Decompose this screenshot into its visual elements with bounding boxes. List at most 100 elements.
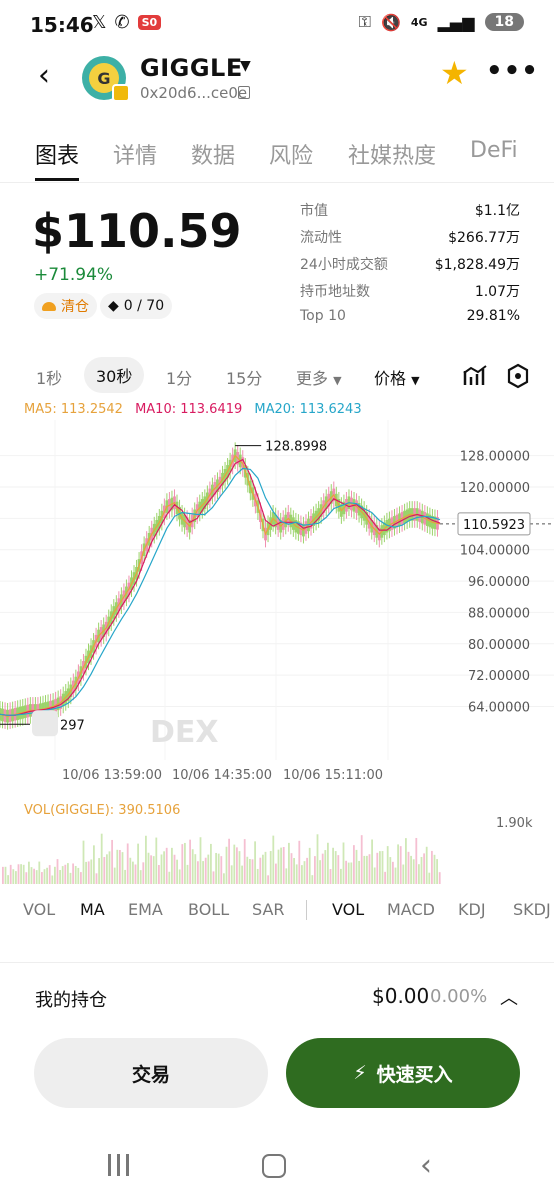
status-right-icons: ⚿ 🔇 4G ▂▄▆ 18: [359, 12, 524, 32]
token-avatar: G: [82, 56, 126, 100]
back-nav-icon[interactable]: ‹: [420, 1148, 432, 1183]
volume-bar: [103, 857, 106, 884]
ind-vol[interactable]: VOL: [23, 900, 56, 919]
tab-defi[interactable]: DeFi: [470, 138, 518, 163]
volume-bar: [285, 868, 288, 884]
recent-apps-icon[interactable]: [108, 1154, 129, 1176]
count-pill[interactable]: ◆ 0 / 70: [100, 293, 173, 319]
ind-sar[interactable]: SAR: [252, 900, 285, 919]
system-nav-bar: ‹: [0, 1140, 554, 1200]
y-tick-label: 128.00000: [460, 450, 530, 465]
volume-bar: [415, 837, 418, 884]
volume-bar: [264, 851, 267, 884]
stat-key: 持币地址数: [300, 284, 370, 300]
ind-vol-sub[interactable]: VOL: [332, 900, 365, 919]
ind-kdj[interactable]: KDJ: [458, 900, 486, 919]
price-chart[interactable]: 128.00000120.00000112.00000104.0000096.0…: [0, 420, 554, 760]
volume-bar: [345, 860, 347, 884]
tab-risk[interactable]: 风险: [269, 144, 314, 169]
settings-hex-icon[interactable]: [506, 363, 530, 389]
volume-bar: [272, 835, 275, 884]
ind-ema[interactable]: EMA: [128, 900, 163, 919]
volume-bar: [321, 853, 324, 884]
interval-1s[interactable]: 1秒: [36, 369, 63, 388]
interval-1m[interactable]: 1分: [166, 369, 193, 388]
volume-bar: [428, 872, 431, 884]
volume-bar: [233, 844, 236, 884]
more-icon[interactable]: •••: [486, 56, 539, 86]
volume-bar: [121, 852, 124, 884]
star-icon[interactable]: ★: [440, 54, 469, 92]
volume-bar: [85, 861, 87, 884]
volume-bar: [160, 854, 163, 884]
token-name[interactable]: GIGGLE: [140, 54, 243, 82]
volume-bar: [137, 843, 139, 884]
caret-down-icon[interactable]: ▼: [240, 58, 251, 74]
copy-icon[interactable]: [238, 86, 250, 99]
volume-bar: [386, 846, 389, 884]
volume-bar: [293, 858, 295, 884]
ind-boll[interactable]: BOLL: [188, 900, 230, 919]
volume-bar: [56, 859, 59, 884]
volume-bar: [207, 854, 210, 884]
home-icon[interactable]: [262, 1154, 286, 1178]
volume-bar: [306, 857, 308, 884]
clear-position-pill[interactable]: 清仓: [34, 293, 97, 319]
volume-bar: [220, 856, 223, 884]
volume-max: 1.90k: [496, 816, 533, 831]
volume-bar: [64, 864, 67, 884]
holding-value: $0.00: [372, 984, 430, 1008]
y-tick-label: 72.00000: [468, 669, 530, 684]
volume-bar: [72, 863, 74, 884]
interval-more[interactable]: 更多 ▼: [296, 365, 342, 389]
current-price-label: 110.5923: [463, 518, 525, 533]
volume-bar: [303, 861, 306, 884]
stat-key: 市值: [300, 203, 328, 219]
volume-bar: [191, 849, 194, 884]
x-tick-label: 10/06 14:35:00: [172, 768, 272, 783]
tab-chart[interactable]: 图表: [35, 144, 80, 169]
ma-line: [0, 454, 441, 717]
interval-bar: 1秒 30秒 1分 15分 更多 ▼ 价格 ▼: [0, 355, 554, 395]
volume-bar: [368, 854, 371, 884]
ind-skdj[interactable]: SKDJ: [513, 900, 551, 919]
volume-bar: [204, 857, 207, 884]
volume-bar: [431, 850, 433, 884]
volume-bar: [132, 861, 134, 884]
volume-bar: [251, 859, 254, 884]
volume-bar: [342, 842, 345, 884]
back-arrow-icon[interactable]: ‹: [38, 58, 50, 93]
tab-details[interactable]: 详情: [113, 144, 158, 169]
ind-ma[interactable]: MA: [80, 900, 105, 919]
price-toggle[interactable]: 价格 ▼: [374, 365, 420, 389]
tab-social[interactable]: 社媒热度: [348, 144, 437, 169]
volume-bar: [139, 870, 142, 884]
interval-30s[interactable]: 30秒: [84, 357, 145, 393]
volume-bar: [46, 867, 48, 884]
volume-bar: [353, 845, 355, 884]
chevron-up-icon[interactable]: ︿: [500, 988, 518, 1009]
volume-bar: [277, 849, 280, 884]
clear-position-label: 清仓: [61, 299, 89, 315]
volume-bar: [282, 846, 285, 884]
indicator-chart-icon[interactable]: [462, 363, 488, 389]
current-price: $110.59: [32, 204, 242, 258]
volume-bar: [334, 851, 337, 884]
trade-button[interactable]: 交易: [34, 1038, 268, 1108]
chart-lines: [0, 454, 441, 717]
volume-bar: [371, 839, 373, 884]
quick-buy-button[interactable]: ⚡ 快速买入: [286, 1038, 520, 1108]
ind-macd[interactable]: MACD: [387, 900, 435, 919]
y-tick-label: 88.00000: [468, 606, 530, 621]
battery-badge: 18: [484, 13, 524, 31]
ma20-label: MA20: 113.6243: [254, 402, 362, 417]
tab-data[interactable]: 数据: [191, 144, 236, 169]
interval-15m[interactable]: 15分: [226, 369, 263, 388]
status-left-icons: 𝕏 ✆ S0: [92, 12, 162, 33]
ma10-label: MA10: 113.6419: [135, 402, 243, 417]
low-label: 297: [60, 718, 85, 733]
tab-bar: 图表 详情 数据 风险 社媒热度 DeFi: [0, 126, 554, 183]
volume-bar: [158, 865, 160, 884]
volume-bar: [142, 862, 145, 884]
volume-bar: [397, 844, 399, 884]
